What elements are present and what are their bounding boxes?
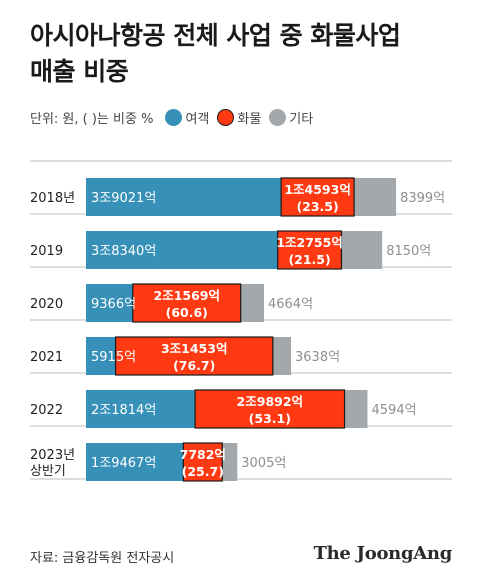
source-note: 자료: 금융감독원 전자공시 bbox=[30, 551, 175, 566]
bar-cargo bbox=[194, 389, 346, 429]
category-label: 2019 bbox=[30, 244, 63, 259]
cargo-share-label: (76.7) bbox=[173, 358, 215, 373]
bar-other bbox=[341, 231, 383, 269]
bar-passenger bbox=[86, 178, 282, 216]
bar-passenger bbox=[86, 337, 116, 375]
legend-swatch-cargo bbox=[217, 108, 235, 126]
cargo-share-label: (60.6) bbox=[166, 305, 208, 320]
bar-other bbox=[354, 178, 397, 216]
legend-item-passenger: 여객 bbox=[165, 108, 209, 127]
passenger-value-label: 1조9467억 bbox=[91, 456, 156, 471]
chart-title-line-1: 아시아나항공 전체 사업 중 화물사업 bbox=[30, 21, 401, 50]
cargo-share-label: (21.5) bbox=[288, 252, 330, 267]
chart-title: 아시아나항공 전체 사업 중 화물사업 매출 비중 bbox=[30, 18, 460, 90]
cargo-share-label: (53.1) bbox=[249, 411, 291, 426]
cargo-value-label: 1조2755억 bbox=[276, 235, 343, 250]
other-value-label: 3005억 bbox=[241, 456, 286, 471]
passenger-value-label: 3조8340억 bbox=[91, 244, 156, 259]
category-label: 상반기 bbox=[30, 464, 66, 479]
legend-label-passenger: 여객 bbox=[185, 111, 210, 127]
category-label: 2021 bbox=[30, 350, 63, 365]
bar-cargo bbox=[280, 177, 355, 217]
category-label: 2018년 bbox=[30, 191, 75, 206]
bar-other bbox=[240, 284, 264, 322]
bar-passenger bbox=[86, 284, 133, 322]
legend-item-cargo: 화물 bbox=[217, 108, 261, 127]
bar-other bbox=[222, 443, 238, 481]
bar-cargo bbox=[277, 230, 343, 270]
other-value-label: 3638억 bbox=[295, 350, 340, 365]
legend: 단위: 원, ( )는 비중 % 여객 화물 기타 bbox=[30, 104, 460, 130]
legend-swatch-other bbox=[269, 108, 287, 126]
bar-cargo bbox=[182, 442, 223, 482]
category-label: 2022 bbox=[30, 403, 63, 418]
unit-note: 단위: 원, ( )는 비중 % bbox=[30, 111, 154, 127]
category-label: 2020 bbox=[30, 297, 63, 312]
bar-other bbox=[344, 390, 368, 428]
bar-cargo bbox=[132, 283, 242, 323]
bar-passenger bbox=[86, 443, 184, 481]
legend-swatch-passenger bbox=[165, 108, 183, 126]
bar-other bbox=[272, 337, 292, 375]
cargo-value-label: 3조1453억 bbox=[161, 341, 228, 356]
cargo-share-label: (23.5) bbox=[296, 199, 338, 214]
legend-label-cargo: 화물 bbox=[237, 111, 262, 127]
chart-title-line-2: 매출 비중 bbox=[30, 57, 129, 86]
cargo-value-label: 7782억 bbox=[180, 447, 226, 462]
other-value-label: 8399억 bbox=[400, 191, 445, 206]
legend-label-other: 기타 bbox=[289, 111, 314, 127]
cargo-value-label: 2조9892억 bbox=[237, 394, 304, 409]
cargo-share-label: (25.7) bbox=[182, 464, 224, 479]
other-value-label: 4664억 bbox=[268, 297, 313, 312]
other-value-label: 8150억 bbox=[386, 244, 431, 259]
bar-passenger bbox=[86, 231, 278, 269]
passenger-value-label: 5915억 bbox=[91, 350, 136, 365]
cargo-value-label: 2조1569억 bbox=[154, 288, 221, 303]
brand-logo: The JoongAng bbox=[313, 543, 453, 564]
passenger-value-label: 2조1814억 bbox=[91, 403, 156, 418]
legend-item-other: 기타 bbox=[269, 108, 313, 127]
passenger-value-label: 9366억 bbox=[91, 297, 136, 312]
category-label: 2023년 bbox=[30, 448, 75, 463]
other-value-label: 4594억 bbox=[372, 403, 417, 418]
bar-cargo bbox=[114, 336, 274, 376]
bar-passenger bbox=[86, 390, 196, 428]
passenger-value-label: 3조9021억 bbox=[91, 191, 156, 206]
cargo-value-label: 1조4593억 bbox=[284, 182, 351, 197]
